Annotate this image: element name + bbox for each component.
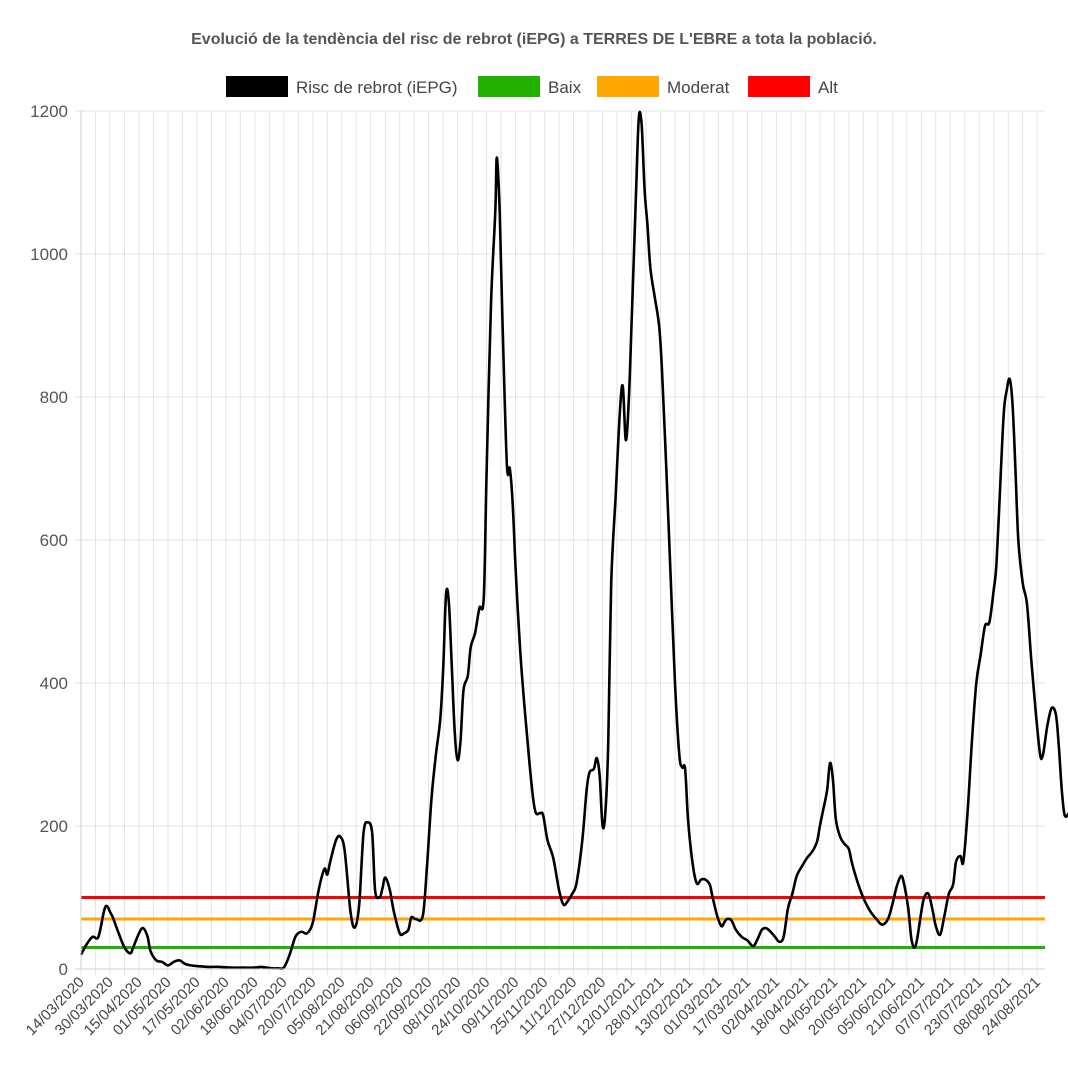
grid [75, 110, 1045, 975]
legend-label: Moderat [667, 78, 730, 97]
y-tick-label: 200 [40, 817, 68, 836]
y-tick-label: 600 [40, 531, 68, 550]
legend-item: Moderat [597, 76, 730, 97]
legend: Risc de rebrot (iEPG) Baix Moderat Alt [226, 76, 838, 97]
legend-swatch [748, 76, 810, 97]
legend-swatch [597, 76, 659, 97]
threshold-lines [81, 896, 1045, 950]
legend-label: Alt [818, 78, 838, 97]
legend-swatch [478, 76, 540, 97]
y-tick-label: 400 [40, 674, 68, 693]
series-lines [79, 110, 1068, 971]
y-tick-label: 0 [59, 960, 68, 979]
legend-swatch [226, 76, 288, 97]
legend-item: Alt [748, 76, 838, 97]
legend-item: Risc de rebrot (iEPG) [226, 76, 458, 97]
chart-title: Evolució de la tendència del risc de reb… [191, 31, 877, 48]
legend-item: Baix [478, 76, 582, 97]
y-tick-label: 800 [40, 388, 68, 407]
y-tick-label: 1200 [30, 102, 68, 121]
legend-label: Risc de rebrot (iEPG) [296, 78, 458, 97]
legend-label: Baix [548, 78, 582, 97]
series-line-iepg [79, 110, 1068, 971]
y-tick-label: 1000 [30, 245, 68, 264]
